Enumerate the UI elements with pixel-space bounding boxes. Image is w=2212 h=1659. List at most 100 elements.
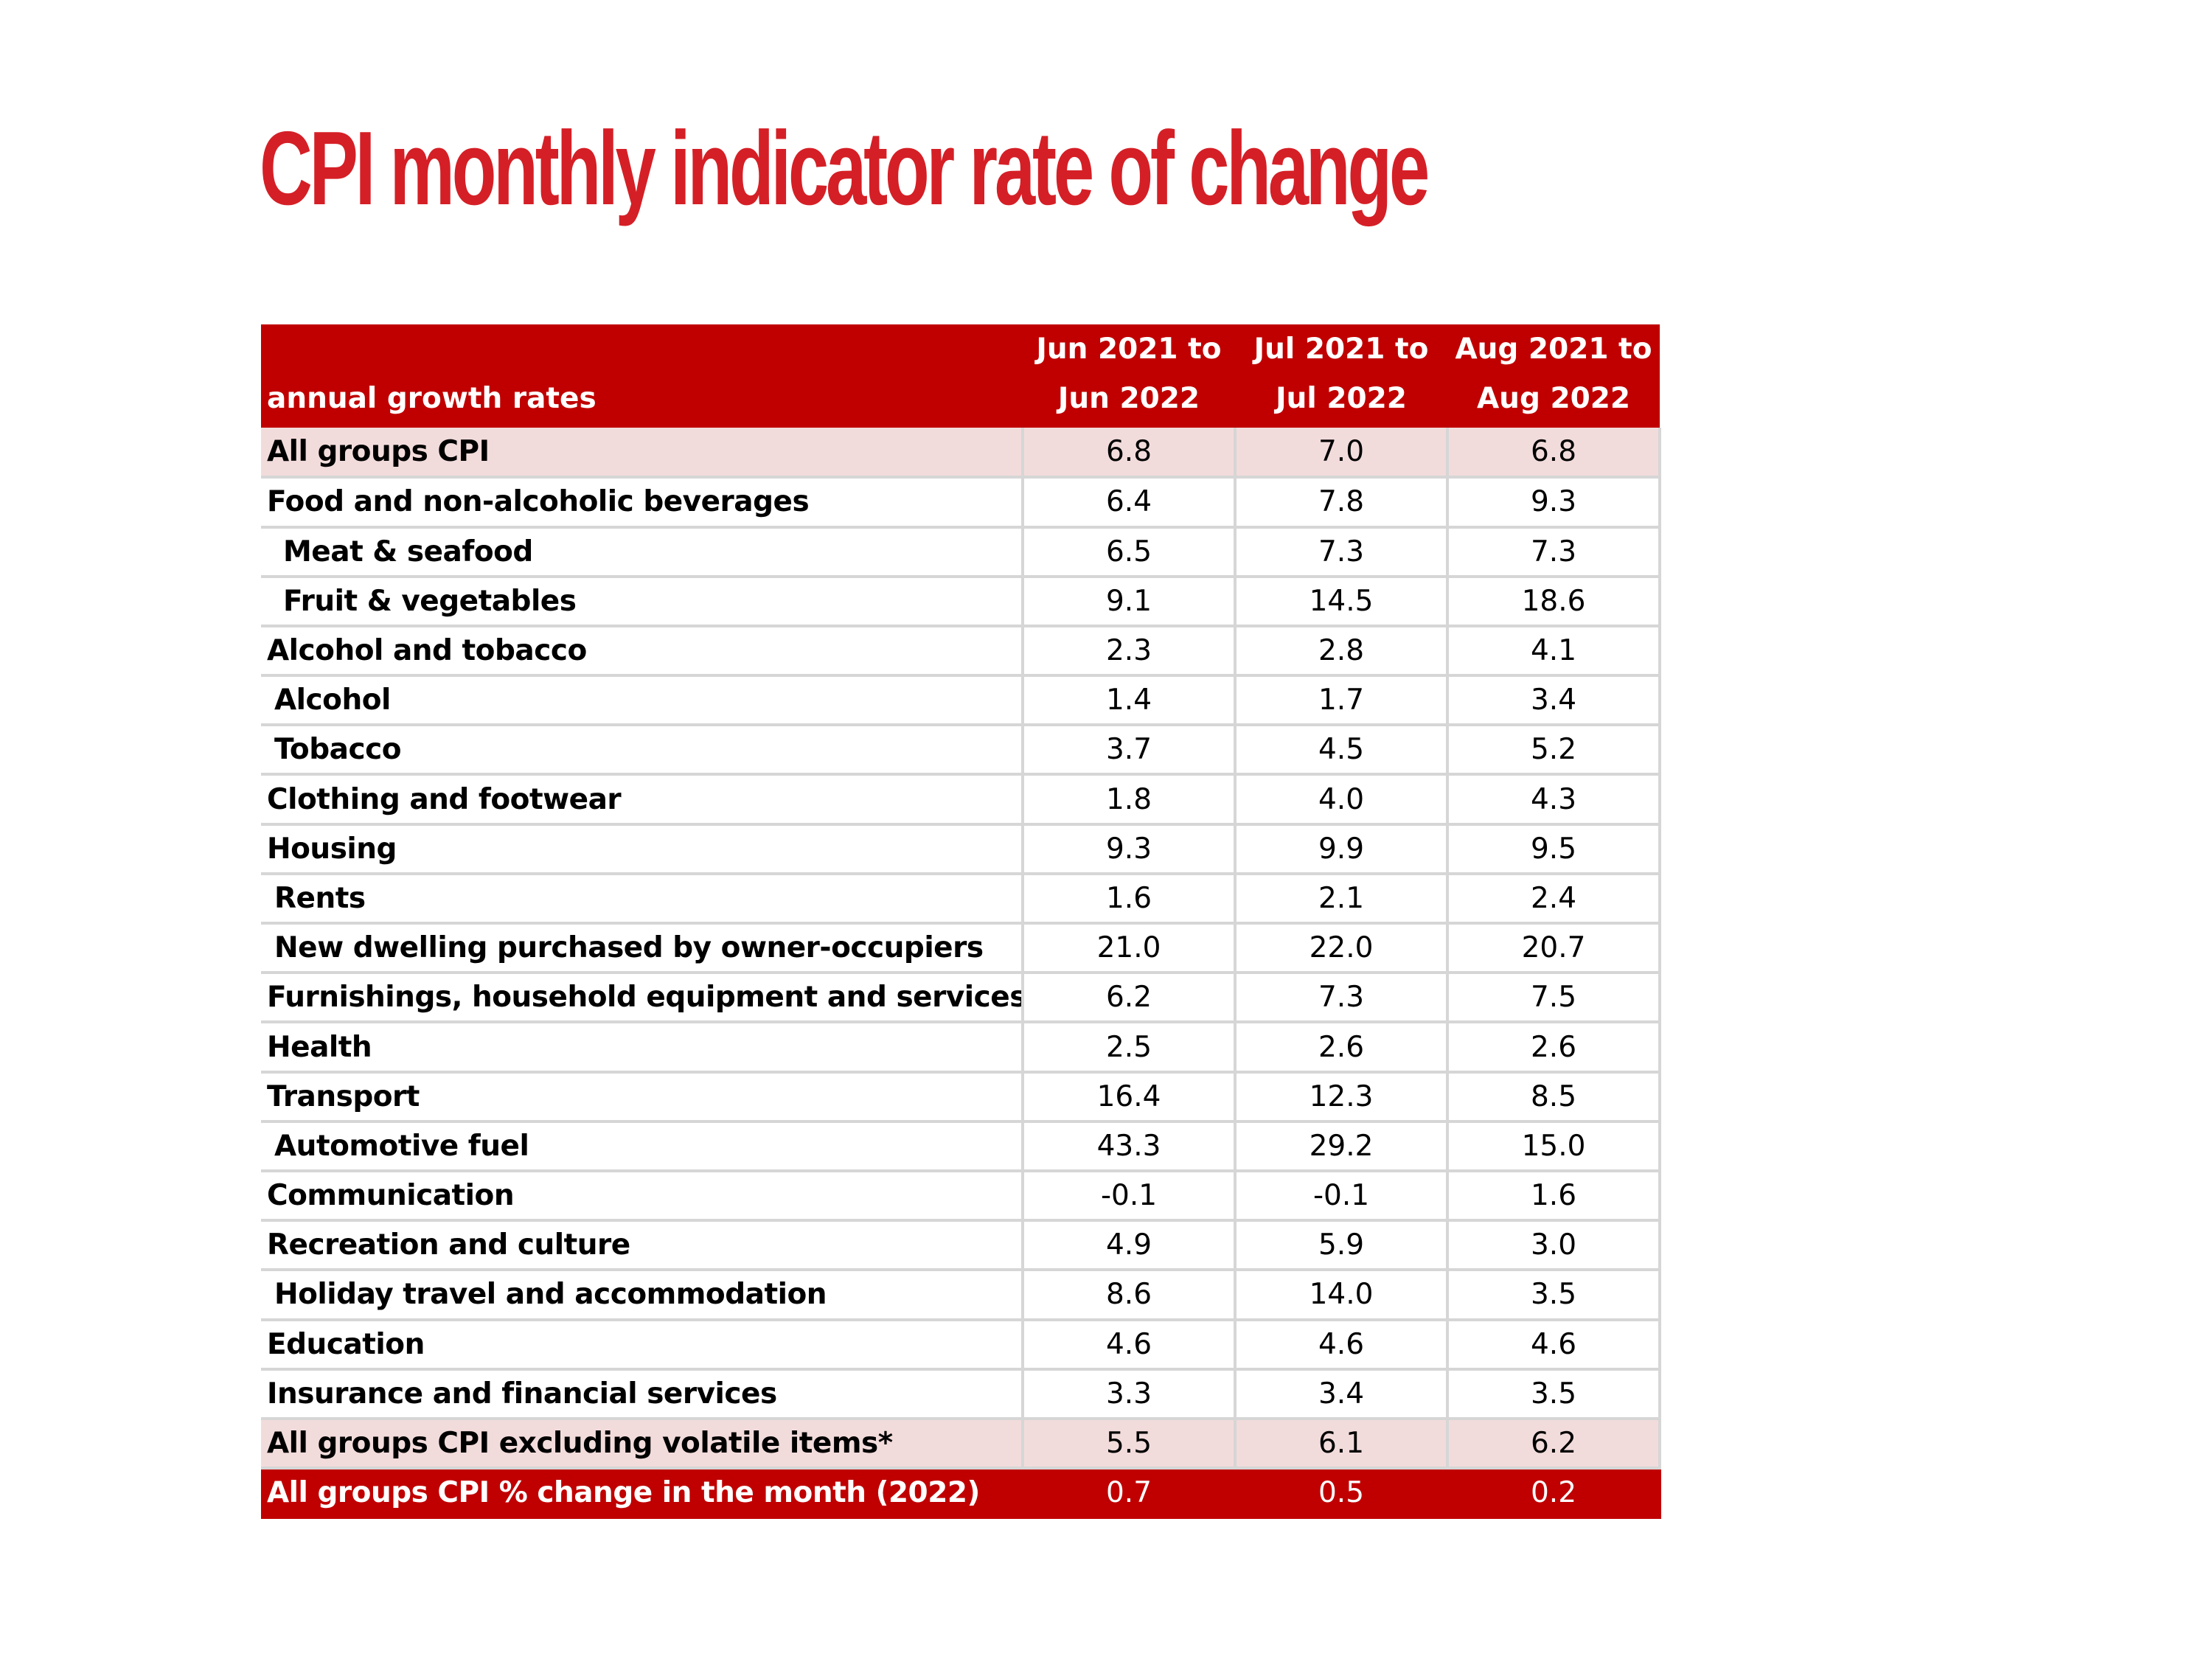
row-value: 5.2: [1447, 725, 1661, 776]
row-value: 9.1: [1023, 576, 1237, 627]
header-period-line2: Jul 2022: [1276, 382, 1407, 416]
table-row: Alcohol and tobacco 2.3 2.8 4.1: [261, 625, 1661, 678]
table-body: All groups CPI 6.8 7.0 6.8 Food and non-alco…: [261, 428, 1661, 1520]
row-value: 8.6: [1023, 1270, 1237, 1321]
row-value: 6.4: [1023, 477, 1237, 529]
row-label: Fruit & vegetables: [261, 576, 1024, 627]
row-value: 3.0: [1447, 1220, 1661, 1272]
table-row: Automotive fuel 43.3 29.2 15.0: [261, 1121, 1661, 1172]
row-value: 3.7: [1023, 725, 1237, 776]
row-value: 2.6: [1447, 1022, 1661, 1074]
row-value: 15.0: [1447, 1121, 1661, 1172]
row-value: 3.4: [1235, 1368, 1449, 1420]
table-row: All groups CPI 6.8 7.0 6.8: [261, 428, 1661, 479]
row-label: All groups CPI: [261, 428, 1024, 479]
row-value: 4.3: [1447, 774, 1661, 826]
header-period-line2: Aug 2022: [1477, 382, 1630, 416]
row-value: 21.0: [1023, 923, 1237, 975]
row-value: 22.0: [1235, 923, 1449, 975]
row-value: 0.5: [1235, 1468, 1449, 1520]
row-value: 1.8: [1023, 774, 1237, 826]
row-value: 2.1: [1235, 873, 1449, 925]
row-value: 1.6: [1447, 1170, 1661, 1222]
row-value: 6.8: [1023, 428, 1237, 479]
row-value: 2.3: [1023, 625, 1237, 678]
row-label: Education: [261, 1319, 1024, 1371]
row-value: 29.2: [1235, 1121, 1449, 1172]
table-row: New dwelling purchased by owner-occupier…: [261, 923, 1661, 975]
row-value: 16.4: [1023, 1071, 1237, 1123]
row-value: 0.2: [1447, 1468, 1661, 1520]
row-value: 9.5: [1447, 824, 1661, 875]
table-row: Meat & seafood 6.5 7.3 7.3: [261, 526, 1661, 578]
row-value: -0.1: [1023, 1170, 1237, 1222]
row-value: 3.4: [1447, 675, 1661, 727]
row-value: 14.0: [1235, 1270, 1449, 1321]
row-value: 3.5: [1447, 1368, 1661, 1420]
header-period-jul: Jul 2021 to Jul 2022: [1235, 324, 1447, 428]
row-label: All groups CPI % change in the month (20…: [261, 1468, 1024, 1520]
row-value: 5.9: [1235, 1220, 1449, 1272]
row-label: Automotive fuel: [261, 1121, 1024, 1172]
cpi-table: annual growth rates Jun 2021 to Jun 2022…: [261, 324, 1661, 1520]
table-row: Clothing and footwear 1.8 4.0 4.3: [261, 774, 1661, 826]
table-row: Health 2.5 2.6 2.6: [261, 1022, 1661, 1074]
row-value: 4.6: [1023, 1319, 1237, 1371]
row-value: 7.3: [1235, 526, 1449, 578]
row-label: Health: [261, 1022, 1024, 1074]
row-value: 9.3: [1023, 824, 1237, 875]
row-value: 6.1: [1235, 1418, 1449, 1470]
row-label: Insurance and financial services: [261, 1368, 1024, 1420]
row-value: 2.5: [1023, 1022, 1237, 1074]
row-label: Alcohol: [261, 675, 1024, 727]
row-label: New dwelling purchased by owner-occupier…: [261, 923, 1024, 975]
row-value: 12.3: [1235, 1071, 1449, 1123]
row-value: 6.2: [1023, 973, 1237, 1024]
row-label: Transport: [261, 1071, 1024, 1123]
row-value: 6.5: [1023, 526, 1237, 578]
table-row: Transport 16.4 12.3 8.5: [261, 1071, 1661, 1123]
table-row: Holiday travel and accommodation 8.6 14.0 3…: [261, 1270, 1661, 1321]
table-row: Education 4.6 4.6 4.6: [261, 1319, 1661, 1371]
row-value: 9.9: [1235, 824, 1449, 875]
header-period-line2: Jun 2022: [1057, 382, 1200, 416]
row-value: 4.1: [1447, 625, 1661, 678]
row-value: 1.6: [1023, 873, 1237, 925]
row-value: 0.7: [1023, 1468, 1237, 1520]
table-row: Communication -0.1 -0.1 1.6: [261, 1170, 1661, 1222]
row-value: 9.3: [1447, 477, 1661, 529]
table-row: All groups CPI excluding volatile items*…: [261, 1418, 1661, 1470]
row-value: 7.0: [1235, 428, 1449, 479]
row-value: 5.5: [1023, 1418, 1237, 1470]
table-row: Furnishings, household equipment and ser…: [261, 973, 1661, 1024]
row-label: Food and non-alcoholic beverages: [261, 477, 1024, 529]
table-row: All groups CPI % change in the month (20…: [261, 1468, 1661, 1520]
row-label: Holiday travel and accommodation: [261, 1270, 1024, 1321]
row-value: 4.6: [1447, 1319, 1661, 1371]
row-value: 4.5: [1235, 725, 1449, 776]
row-value: 2.8: [1235, 625, 1449, 678]
row-value: 14.5: [1235, 576, 1449, 627]
row-value: 8.5: [1447, 1071, 1661, 1123]
row-label: Alcohol and tobacco: [261, 625, 1024, 678]
row-value: 1.7: [1235, 675, 1449, 727]
row-value: 20.7: [1447, 923, 1661, 975]
row-label: Furnishings, household equipment and ser…: [261, 973, 1024, 1024]
row-label: Clothing and footwear: [261, 774, 1024, 826]
row-value: 7.5: [1447, 973, 1661, 1024]
row-label: Tobacco: [261, 725, 1024, 776]
table-header-row: annual growth rates Jun 2021 to Jun 2022…: [261, 324, 1660, 428]
header-period-line1: Jul 2021 to: [1253, 333, 1429, 366]
row-label: Recreation and culture: [261, 1220, 1024, 1272]
row-value: 3.5: [1447, 1270, 1661, 1321]
row-value: -0.1: [1235, 1170, 1449, 1222]
row-label: Meat & seafood: [261, 526, 1024, 578]
table-row: Rents 1.6 2.1 2.4: [261, 873, 1661, 925]
row-value: 4.6: [1235, 1319, 1449, 1371]
row-value: 4.0: [1235, 774, 1449, 826]
row-value: 1.4: [1023, 675, 1237, 727]
header-period-line1: Jun 2021 to: [1036, 333, 1222, 366]
row-value: 2.6: [1235, 1022, 1449, 1074]
table-row: Housing 9.3 9.9 9.5: [261, 824, 1661, 875]
header-label: annual growth rates: [261, 324, 1023, 428]
